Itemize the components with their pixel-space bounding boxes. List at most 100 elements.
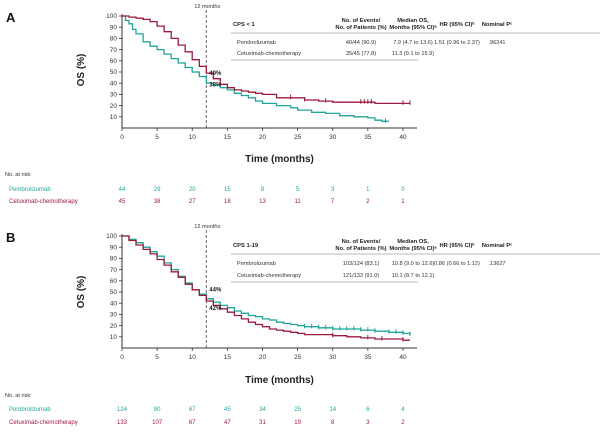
panel-b-risk-row-name: Cetuximab-chemotherapy (9, 420, 78, 426)
panel-a-table-group-header: CPS < 1 (233, 22, 256, 28)
panel-a-risk-row-name: Cetuximab-chemotherapy (9, 199, 78, 205)
panel-b-x-tick-label: 20 (259, 354, 267, 361)
panel-a-y-tick-label: 70 (110, 47, 118, 54)
panel-b-risk-table-label: No. at risk: (5, 393, 32, 399)
panel-a-table-col-header: Months (95% CI)ᵃ (389, 25, 437, 31)
panel-b-annotation-42pct: 42% (209, 306, 222, 312)
panel-a-risk-value: 18 (224, 199, 231, 205)
panel-a-risk-row-name: Pembrolizumab (9, 187, 51, 193)
panel-b-table-row-p: .13627 (488, 261, 505, 267)
panel-a-x-tick-label: 20 (259, 134, 267, 141)
panel-a-x-tick-label: 25 (294, 134, 302, 141)
panel-b-x-tick-label: 35 (364, 354, 372, 361)
panel-b-table-col-header: No. of Events/ (342, 239, 381, 245)
panel-a-table-col-header: Median OS, (397, 18, 429, 24)
panel-a-x-tick-label: 40 (399, 134, 407, 141)
panel-b-risk-value: 67 (189, 420, 196, 426)
panel-b-risk-value: 45 (224, 407, 231, 413)
panel-a-y-tick-label: 40 (110, 80, 118, 87)
panel-a-x-tick-label: 15 (224, 134, 232, 141)
panel-b-risk-value: 47 (224, 420, 231, 426)
panel-b-y-tick-label: 50 (110, 289, 118, 296)
panel-a-x-tick-label: 30 (329, 134, 337, 141)
panel-a-risk-value: 1 (366, 187, 370, 193)
panel-b-y-tick-label: 40 (110, 300, 118, 307)
panel-a-y-tick-label: 20 (110, 103, 118, 110)
panel-b-table-row-hr: 0.86 (0.66 to 1.12) (434, 261, 480, 267)
panel-b-risk-value: 8 (331, 420, 335, 426)
panel-b-risk-value: 124 (117, 407, 128, 413)
panel-a-table-row-p: .96241 (488, 40, 505, 46)
panel-a-table-row-name: Pembrolizumab (237, 40, 276, 46)
panel-a-table-col-header: No. of Events/ (342, 18, 381, 24)
panel-a-annotation-39pct: 39% (209, 82, 222, 88)
panel-b-risk-value: 2 (401, 420, 405, 426)
panel-a-table-row-events: 40/44 (90.9) (346, 40, 376, 46)
panel-b-x-tick-label: 25 (294, 354, 302, 361)
panel-b-x-axis-label: Time (months) (245, 375, 314, 386)
panel-b-table-col-header: Nominal Pᶜ (482, 243, 513, 249)
panel-b-risk-value: 3 (366, 420, 370, 426)
panel-b-risk-value: 19 (294, 420, 301, 426)
panel-b-table-col-header: No. of Patients (%) (335, 246, 386, 252)
panel-a-y-axis-label: OS (%) (76, 54, 87, 87)
panel-b-y-tick-label: 30 (110, 312, 118, 319)
panel-a-risk-value: 13 (259, 199, 266, 205)
panel-a-table-col-header: No. of Patients (%) (335, 25, 386, 31)
panel-b-y-axis-label: OS (%) (76, 276, 87, 309)
panel-b-table-row-median: 10.8 (9.0 to 12.6) (392, 261, 435, 267)
panel-a-letter: A (6, 10, 16, 25)
panel-a-y-tick-label: 90 (110, 24, 118, 31)
panel-b-x-tick-label: 5 (155, 354, 159, 361)
panel-a-risk-value: 2 (366, 199, 370, 205)
panel-b-table-group-header: CPS 1-19 (233, 243, 259, 249)
panel-b-table-col-header: HR (95% CI)ᵇ (439, 242, 475, 249)
panel-a-y-tick-label: 10 (110, 114, 118, 121)
panel-a-y-tick-label: 80 (110, 36, 118, 43)
panel-b-risk-value: 34 (259, 407, 266, 413)
panel-a-risk-value: 44 (119, 187, 126, 193)
panel-b-letter: B (6, 230, 15, 245)
panel-a-risk-value: 38 (154, 199, 161, 205)
panel-a-table-row-median: 7.9 (4.7 to 13.6) (393, 40, 433, 46)
panel-b-x-tick-label: 10 (189, 354, 197, 361)
panel-b-y-tick-label: 100 (106, 233, 117, 240)
panel-b-x-tick-label: 15 (224, 354, 232, 361)
panel-b-x-tick-label: 30 (329, 354, 337, 361)
panel-b-y-tick-label: 80 (110, 256, 118, 263)
panel-a-risk-value: 0 (401, 187, 405, 193)
panel-b-risk-value: 25 (294, 407, 301, 413)
panel-b-12-month-label: 12 months (194, 224, 220, 230)
panel-a-y-tick-label: 100 (106, 13, 117, 20)
panel-a-table-row-events: 35/45 (77.8) (346, 51, 376, 57)
panel-b-table-row-events: 121/133 (91.0) (343, 273, 380, 279)
panel-a-risk-value: 27 (189, 199, 196, 205)
panel-a-risk-value: 5 (296, 187, 300, 193)
panel-b-y-tick-label: 90 (110, 244, 118, 251)
panel-a-x-tick-label: 5 (155, 134, 159, 141)
panel-a-series-cetux-curve (122, 15, 410, 105)
panel-a-risk-value: 29 (154, 187, 161, 193)
panel-b-risk-value: 133 (117, 420, 128, 426)
panel-b-table-row-name: Cetuximab-chemotherapy (237, 273, 301, 279)
panel-a-risk-value: 7 (331, 199, 335, 205)
panel-b-table-row-name: Pembrolizumab (237, 261, 276, 267)
panel-a-x-tick-label: 10 (189, 134, 197, 141)
panel-b-risk-value: 6 (366, 407, 370, 413)
panel-a-table-col-header: HR (95% CI)ᵇ (439, 21, 475, 28)
panel-a-risk-table-label: No. at risk: (5, 172, 32, 178)
panel-a-risk-value: 15 (224, 187, 231, 193)
panel-b-table-col-header: Months (95% CI)ᵃ (389, 246, 437, 252)
panel-a-x-axis-label: Time (months) (245, 154, 314, 165)
panel-b-x-tick-label: 40 (399, 354, 407, 361)
panel-b-risk-value: 107 (152, 420, 163, 426)
panel-a-12-month-label: 12 months (194, 4, 220, 10)
panel-b-y-tick-label: 60 (110, 278, 118, 285)
panel-b-risk-value: 67 (189, 407, 196, 413)
panel-a-risk-value: 45 (119, 199, 126, 205)
panel-a-table-row-median: 11.3 (9.1 to 15.9) (392, 51, 434, 57)
panel-a-risk-value: 3 (331, 187, 335, 193)
panel-b-risk-value: 31 (259, 420, 266, 426)
panel-b-x-tick-label: 0 (120, 354, 124, 361)
